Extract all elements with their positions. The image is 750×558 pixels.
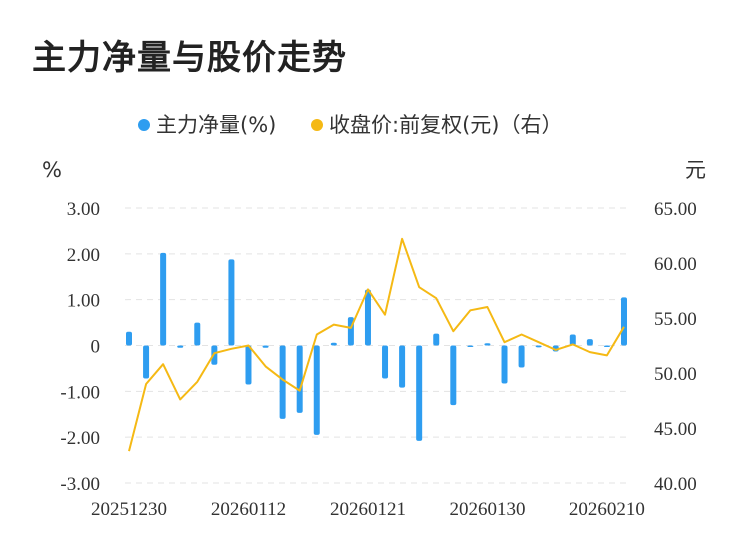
net-volume-bar (569, 334, 576, 346)
left-tick-label: 2.00 (67, 245, 100, 266)
legend-dot-close-price (311, 119, 323, 131)
x-tick-label: 20260121 (330, 499, 406, 520)
net-volume-bar (364, 289, 371, 346)
net-volume-bar (160, 252, 167, 346)
x-tick-label: 20260130 (449, 499, 525, 520)
right-tick-label: 40.00 (654, 474, 697, 495)
legend-label-close-price: 收盘价:前复权(元)（右） (329, 113, 562, 137)
right-tick-label: 55.00 (654, 309, 697, 330)
right-tick-label: 50.00 (654, 364, 697, 385)
net-volume-bar (143, 345, 150, 379)
net-volume-bar (262, 345, 269, 348)
legend-dot-main-net (138, 119, 150, 131)
x-tick-label: 20260112 (211, 499, 286, 520)
page-title: 主力净量与股价走势 (32, 38, 347, 78)
net-volume-bar (416, 345, 423, 441)
right-tick-label: 60.00 (654, 254, 697, 275)
net-volume-bar (245, 345, 252, 385)
left-tick-label: 0 (91, 337, 101, 358)
right-tick-label: 45.00 (654, 419, 697, 440)
net-volume-bar (382, 345, 389, 379)
net-volume-bar (586, 339, 593, 346)
net-volume-bar (467, 345, 474, 347)
net-volume-bar (621, 297, 627, 346)
net-volume-bar (433, 333, 440, 346)
net-volume-bar (450, 345, 457, 406)
left-tick-label: -1.00 (60, 382, 100, 403)
net-volume-bar (518, 345, 525, 368)
left-tick-label: -3.00 (60, 474, 100, 495)
net-volume-bar (330, 342, 337, 346)
right-axis-ticks: 65.00 60.00 55.00 50.00 45.00 40.00 (654, 199, 697, 495)
x-tick-label: 20251230 (91, 499, 167, 520)
legend: 主力净量(%) 收盘价:前复权(元)（右） (138, 113, 562, 137)
left-tick-label: -2.00 (60, 428, 100, 449)
x-axis-ticks: 20251230 20260112 20260121 20260130 20260210 (91, 499, 645, 520)
x-tick-label: 20260210 (569, 499, 645, 520)
net-volume-bar (194, 322, 201, 346)
net-volume-bar (296, 345, 303, 413)
net-volume-bar (399, 345, 406, 388)
legend-label-main-net: 主力净量(%) (156, 113, 276, 137)
net-volume-bar (535, 345, 542, 348)
net-volume-bar (484, 343, 491, 346)
left-axis-unit: % (42, 158, 62, 182)
left-tick-label: 1.00 (67, 291, 100, 312)
price-line-group (128, 237, 625, 452)
net-volume-bar (279, 345, 286, 419)
net-volume-bars (126, 252, 627, 441)
left-axis-ticks: 3.00 2.00 1.00 0 -1.00 -2.00 -3.00 (60, 199, 100, 495)
net-volume-bar (228, 259, 235, 346)
left-tick-label: 3.00 (67, 199, 100, 220)
right-axis-unit: 元 (685, 158, 706, 182)
net-volume-bar (211, 345, 218, 365)
price-line (128, 237, 625, 452)
net-volume-bar (177, 345, 184, 348)
right-tick-label: 65.00 (654, 199, 697, 220)
net-volume-bar (501, 345, 508, 384)
net-volume-bar (603, 345, 610, 347)
grid-lines (125, 207, 630, 484)
net-volume-bar (126, 331, 132, 346)
net-volume-bar (313, 345, 320, 435)
